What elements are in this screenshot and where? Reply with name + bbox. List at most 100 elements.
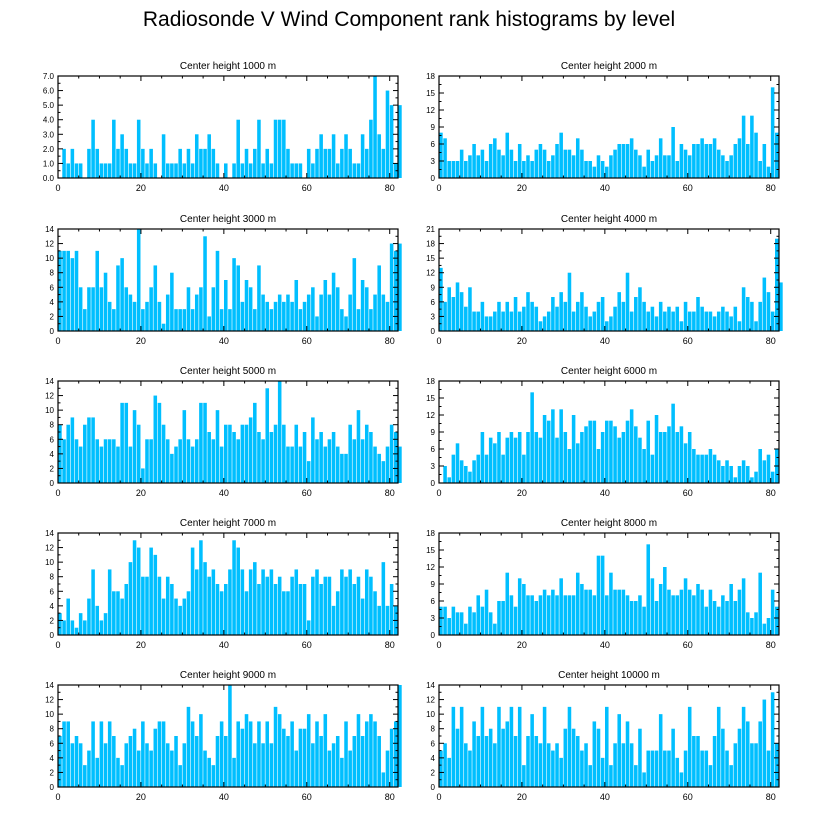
histogram-bar <box>95 439 100 483</box>
histogram-bar <box>704 750 709 787</box>
histogram-bar <box>58 736 62 787</box>
histogram-bar <box>373 446 377 483</box>
histogram-bar <box>224 163 228 178</box>
histogram-bar <box>306 461 311 483</box>
histogram-bar <box>319 432 323 483</box>
histogram-bar <box>298 309 303 331</box>
histogram-bar <box>671 728 675 787</box>
histogram-bar <box>712 454 717 483</box>
histogram-bar <box>319 584 323 635</box>
histogram-bar <box>352 258 357 331</box>
histogram-bar <box>741 706 746 787</box>
histogram-bar <box>592 311 597 331</box>
histogram-bar <box>120 402 124 483</box>
histogram-bar <box>74 736 79 787</box>
histogram-bar <box>575 572 580 635</box>
bars <box>62 76 402 178</box>
histogram-bar <box>78 446 83 483</box>
histogram-bar <box>327 439 332 483</box>
y-tick-label: 2 <box>50 616 55 625</box>
histogram-bar <box>721 155 725 178</box>
histogram-bar <box>671 311 675 331</box>
histogram-bar <box>600 432 605 483</box>
bars <box>58 381 402 483</box>
histogram-bar <box>315 721 319 787</box>
histogram-bar <box>116 265 120 331</box>
y-tick-label: 8 <box>50 573 55 582</box>
histogram-bar <box>199 287 203 331</box>
histogram-bar <box>468 155 472 178</box>
histogram-bar <box>161 721 166 787</box>
histogram-bar <box>737 138 742 178</box>
histogram-bar <box>464 466 468 483</box>
histogram-bar <box>509 432 514 483</box>
histogram-bar <box>253 562 257 635</box>
y-tick-label: 2.0 <box>43 145 55 154</box>
histogram-bar <box>501 311 505 331</box>
histogram-bar <box>107 301 112 331</box>
histogram-panel-7000m: Center height 7000 m 0 20 40 60 80 0 2 4 6 8 10 12 14 <box>45 518 399 650</box>
histogram-bar <box>625 420 630 483</box>
histogram-bar <box>634 297 638 331</box>
histogram-bar <box>617 589 621 635</box>
histogram-bar <box>373 294 377 331</box>
histogram-bar <box>360 598 365 635</box>
histogram-bar <box>302 584 307 635</box>
histogram-bar <box>654 601 659 635</box>
histogram-bar <box>447 161 451 178</box>
histogram-bar <box>207 757 211 787</box>
histogram-bar <box>360 439 365 483</box>
histogram-bar <box>364 569 369 635</box>
histogram-bar <box>170 272 174 331</box>
histogram-bar <box>588 589 592 635</box>
histogram-bar <box>294 424 299 483</box>
histogram-bar <box>286 446 290 483</box>
histogram-bar <box>236 439 240 483</box>
histogram-bar <box>551 589 555 635</box>
y-tick-label: 12 <box>45 696 54 705</box>
histogram-bar <box>696 144 700 178</box>
histogram-bar <box>663 750 667 787</box>
histogram-bar <box>642 606 646 635</box>
histogram-bar <box>493 311 497 331</box>
histogram-bar <box>149 148 153 178</box>
histogram-bar <box>261 569 265 635</box>
histogram-bar <box>182 163 187 178</box>
histogram-bar <box>157 402 162 483</box>
x-tick-label: 40 <box>600 336 610 346</box>
histogram-bar <box>136 229 141 331</box>
histogram-bar <box>484 316 489 331</box>
histogram-bar <box>253 309 257 331</box>
histogram-bar <box>240 569 245 635</box>
y-tick-label: 6 <box>50 435 55 444</box>
histogram-bar <box>128 294 133 331</box>
y-tick-label: 9 <box>431 283 436 292</box>
histogram-bar <box>306 294 311 331</box>
bars <box>439 692 779 787</box>
histogram-bar <box>464 623 468 635</box>
histogram-bar <box>78 743 83 787</box>
histogram-bar <box>377 453 381 483</box>
histogram-bar <box>70 258 75 331</box>
y-tick-label: 0.0 <box>43 174 55 183</box>
histogram-bar <box>244 424 249 483</box>
histogram-bar <box>381 772 386 787</box>
histogram-bar <box>398 685 402 787</box>
histogram-bar <box>708 449 713 483</box>
histogram-bar <box>646 311 651 331</box>
y-tick-label: 14 <box>45 529 54 538</box>
histogram-bar <box>534 306 539 331</box>
histogram-bar <box>692 144 696 178</box>
histogram-bar <box>559 757 563 787</box>
histogram-bar <box>571 311 576 331</box>
histogram-bar <box>107 163 112 178</box>
histogram-bar <box>211 765 216 787</box>
histogram-bar <box>770 589 775 635</box>
histogram-bar <box>253 402 257 483</box>
histogram-bar <box>95 250 100 331</box>
histogram-bar <box>621 301 626 331</box>
histogram-bar <box>66 250 70 331</box>
histogram-bar <box>174 736 178 787</box>
histogram-bar <box>331 272 336 331</box>
histogram-bar <box>750 301 754 331</box>
